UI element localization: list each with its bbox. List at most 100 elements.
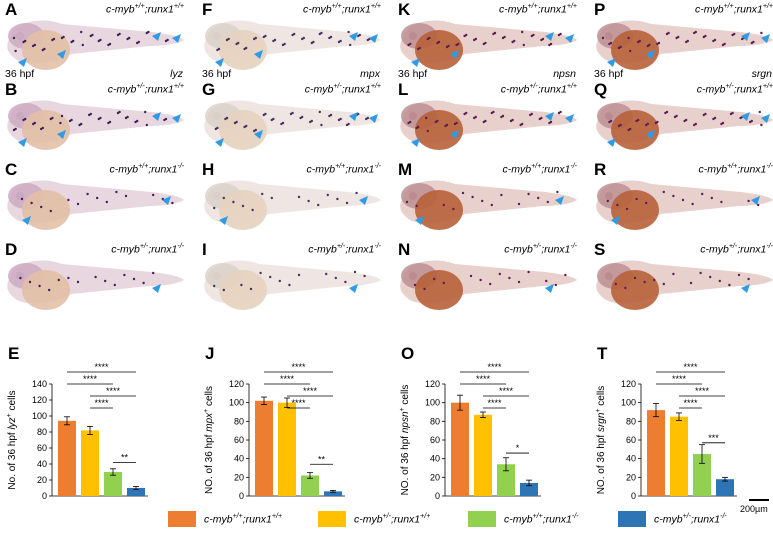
y-tick-label: 100 (621, 398, 636, 408)
y-tick-label: 100 (32, 411, 47, 421)
legend-swatch (618, 511, 646, 527)
significance-label: **** (83, 374, 98, 384)
legend-label: c-myb+/-;runx1-/- (654, 512, 727, 526)
y-tick-label: 0 (435, 491, 440, 501)
bar (255, 400, 273, 496)
scale-bar (749, 499, 769, 501)
significance-label: **** (487, 362, 502, 372)
y-tick-label: 60 (37, 443, 47, 453)
genotype-label: c-myb+/-;runx1-/- (308, 243, 381, 256)
legend-swatch (318, 511, 346, 527)
legend-item: c-myb+/+;runx1+/+ (168, 511, 282, 527)
bar (278, 402, 296, 496)
genotype-label: c-myb+/-;runx1-/- (111, 243, 184, 256)
y-tick-label: 20 (37, 475, 47, 485)
embryo-illustration (204, 260, 381, 310)
panel-letter: R (594, 162, 607, 179)
panel-letter: F (202, 2, 213, 19)
chart-panel-letter: J (205, 344, 215, 363)
legend-swatch (468, 511, 496, 527)
y-tick-label: 80 (234, 416, 244, 426)
y-tick-label: 120 (32, 395, 47, 405)
bar (127, 488, 145, 496)
bar (104, 472, 122, 496)
y-tick-label: 0 (631, 491, 636, 501)
significance-label: **** (291, 398, 306, 408)
panel-letter: I (202, 242, 207, 259)
bar (647, 410, 665, 496)
embryo-illustration (596, 260, 773, 310)
panel-letter: A (5, 2, 18, 19)
panel-letter: H (202, 162, 215, 179)
significance-label: ** (318, 454, 326, 464)
genotype-label: c-myb+/+;runx1+/+ (105, 3, 184, 16)
gene-label: mpx (360, 68, 380, 80)
embryo-illustration (400, 100, 577, 150)
gene-label: lyz (170, 68, 183, 80)
gene-label: npsn (553, 68, 576, 80)
panel-letter: C (5, 162, 18, 179)
embryo-illustration (7, 100, 184, 150)
significance-label: **** (672, 374, 687, 384)
genotype-label: c-myb+/-;runx1-/- (700, 243, 773, 256)
embryo-illustration (400, 260, 577, 310)
y-axis-label: No. of 36 hpf lyz+ cells (6, 390, 18, 489)
y-tick-label: 20 (626, 472, 636, 482)
stage-label: 36 hpf (594, 68, 624, 80)
genotype-label: c-myb+/+;runx1+/+ (302, 3, 381, 16)
panel-letter: B (5, 82, 18, 99)
bar (670, 416, 688, 496)
significance-label: ** (121, 452, 129, 462)
panel-letter: D (5, 242, 18, 259)
bar (58, 420, 76, 496)
significance-label: **** (487, 398, 502, 408)
bar (497, 464, 515, 496)
y-tick-label: 120 (621, 379, 636, 389)
significance-label: *** (708, 433, 719, 443)
embryo-illustration (7, 260, 184, 310)
genotype-legend: c-myb+/+;runx1+/+ c-myb+/-;runx1+/+ c-myb+… (160, 508, 770, 530)
embryo-illustration (596, 180, 773, 230)
y-tick-label: 80 (37, 427, 47, 437)
embryo-illustration (7, 180, 184, 230)
chart-panel-letter: E (8, 344, 20, 363)
y-tick-label: 80 (626, 416, 636, 426)
y-tick-label: 100 (229, 398, 244, 408)
significance-label: **** (94, 362, 109, 372)
embryo-illustration (400, 20, 577, 70)
significance-label: **** (303, 386, 318, 396)
bar (520, 482, 538, 496)
bar (451, 402, 469, 496)
genotype-label: c-myb+/-;runx1-/- (504, 243, 577, 256)
panel-letter: G (202, 82, 216, 99)
legend-item: c-myb+/+;runx1-/- (468, 511, 579, 527)
significance-label: **** (683, 398, 698, 408)
significance-label: **** (280, 374, 295, 384)
y-tick-label: 40 (234, 454, 244, 464)
chart-panel-letter: T (597, 344, 608, 363)
embryo-illustration (400, 180, 577, 230)
panel-letter: S (594, 242, 606, 259)
legend-item: c-myb+/-;runx1-/- (618, 511, 727, 527)
genotype-label: c-myb+/+;runx1+/+ (694, 3, 773, 16)
bar (716, 479, 734, 496)
embryo-illustration (596, 100, 773, 150)
significance-label: **** (106, 386, 121, 396)
y-tick-label: 20 (430, 472, 440, 482)
y-tick-label: 60 (234, 435, 244, 445)
panel-letter: L (398, 82, 409, 99)
significance-label: **** (94, 398, 109, 408)
panel-letter: K (398, 2, 411, 19)
y-tick-label: 100 (425, 398, 440, 408)
y-tick-label: 140 (32, 379, 47, 389)
bar (81, 430, 99, 496)
genotype-label: c-myb+/-;runx1+/+ (107, 83, 184, 96)
y-tick-label: 60 (430, 435, 440, 445)
